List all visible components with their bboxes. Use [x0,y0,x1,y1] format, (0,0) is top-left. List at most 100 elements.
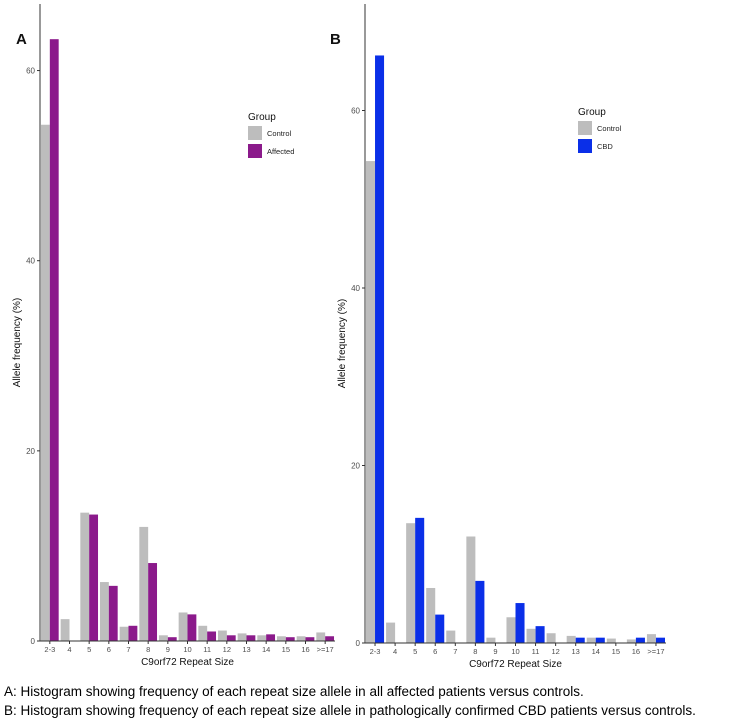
legend-label-affected: Affected [267,147,294,156]
caption-b: B: Histogram showing frequency of each r… [4,703,696,718]
x-tick-label: 4 [393,647,397,656]
legend-label-control: Control [597,124,622,133]
x-tick-label: 2-3 [44,645,55,654]
bar-affected-12 [226,635,236,641]
caption-a: A: Histogram showing frequency of each r… [4,684,584,699]
x-tick-label: 11 [532,647,540,656]
bar-control-5 [406,523,416,643]
x-tick-label: 5 [87,645,91,654]
y-axis-title: Allele frequency (%) [12,298,23,387]
bar-cbd-2-3 [375,55,385,644]
panel-a: A 0 20 40 60 2-3 4 5 6 7 8 9 10 11 12 13 14 15 16 >=17 C9orf… [12,4,335,668]
bar-cbd-11 [535,626,545,643]
bar-control-13 [566,635,576,643]
bar-affected-2-3 [49,39,59,642]
x-tick-label: 8 [473,647,477,656]
x-tick-label: 16 [632,647,640,656]
bar-cbd-13 [575,637,585,643]
bar-affected-13 [246,635,256,641]
bar-affected-6 [108,585,118,641]
bar-control->=17 [646,634,656,644]
bar-control-14 [257,635,267,641]
x-tick-label: 15 [282,645,290,654]
bar-cbd-10 [515,603,525,643]
bar-control-10 [178,612,188,641]
bar-control-16 [626,639,636,643]
panel-label: B [330,31,341,48]
bar-cbd-14 [595,637,605,643]
x-tick-label: 7 [126,645,130,654]
x-tick-label: 12 [223,645,231,654]
bar-affected-15 [285,637,295,641]
bar-control-9 [158,635,168,641]
legend-title: Group [248,112,276,123]
bar-cbd-8 [475,580,485,644]
x-tick-label: 13 [572,647,580,656]
bar-control-10 [506,617,516,643]
x-tick-label: 16 [301,645,309,654]
bar-control-7 [446,630,456,643]
legend-key-control [578,121,592,135]
bar-affected-16 [305,637,315,641]
x-tick-label: 15 [612,647,620,656]
x-tick-label: 7 [453,647,457,656]
bar-affected-5 [89,514,99,641]
bar-control-11 [198,625,208,641]
x-tick-label: 10 [183,645,191,654]
bar-affected-10 [187,614,197,641]
bar-control-13 [237,633,247,641]
panel-b: B 0 20 40 60 2-3 4 5 6 7 8 9 10 11 12 13 14 15 16 >=17 C9orf… [330,4,666,670]
x-tick-label: 8 [146,645,150,654]
bar-affected-8 [148,563,158,641]
panel-label: A [16,31,27,48]
legend-key-cbd [578,139,592,153]
y-tick-label: 20 [26,447,35,456]
bar-control-2-3 [40,124,50,642]
bar-control-5 [80,512,90,641]
y-tick-label: 40 [26,257,35,266]
x-tick-label: 5 [413,647,417,656]
legend-label-control: Control [267,129,292,138]
bar-affected-11 [207,631,217,641]
bar-control-14 [586,637,596,643]
bar-affected-7 [128,625,138,641]
y-tick-label: 0 [31,637,36,646]
y-tick-label: 0 [356,639,361,648]
bar-control-15 [276,636,286,641]
bar-control-8 [139,526,149,641]
bar-control-2-3 [366,161,376,643]
bar-cbd->=17 [655,637,665,643]
bar-control-12 [217,630,227,641]
x-axis-title: C9orf72 Repeat Size [141,657,234,668]
legend-title: Group [578,107,606,118]
x-tick-label: 2-3 [370,647,381,656]
x-tick-label: 11 [203,645,211,654]
bar-control-9 [486,637,496,643]
x-tick-label: 9 [166,645,170,654]
x-tick-label: 6 [107,645,111,654]
x-tick-label: 6 [433,647,437,656]
x-tick-label: >=17 [647,647,664,656]
legend-label-cbd: CBD [597,142,613,151]
bar-control-12 [546,633,556,643]
bar-affected->=17 [325,636,335,641]
x-tick-label: 12 [551,647,559,656]
y-tick-label: 60 [351,107,360,116]
bar-control-15 [606,638,616,643]
bar-control-8 [466,536,476,643]
x-tick-label: 14 [592,647,600,656]
bar-control->=17 [316,632,326,641]
bar-affected-14 [266,634,276,641]
legend-key-control [248,126,262,140]
legend-key-affected [248,144,262,158]
x-tick-label: 10 [511,647,519,656]
bar-control-16 [296,636,306,641]
y-tick-label: 20 [351,462,360,471]
x-axis-title: C9orf72 Repeat Size [469,659,562,670]
bar-control-6 [99,582,109,641]
bar-control-4 [60,619,70,641]
y-axis-title: Allele frequency (%) [337,299,348,388]
bar-affected-9 [167,637,177,641]
x-tick-label: 4 [67,645,71,654]
